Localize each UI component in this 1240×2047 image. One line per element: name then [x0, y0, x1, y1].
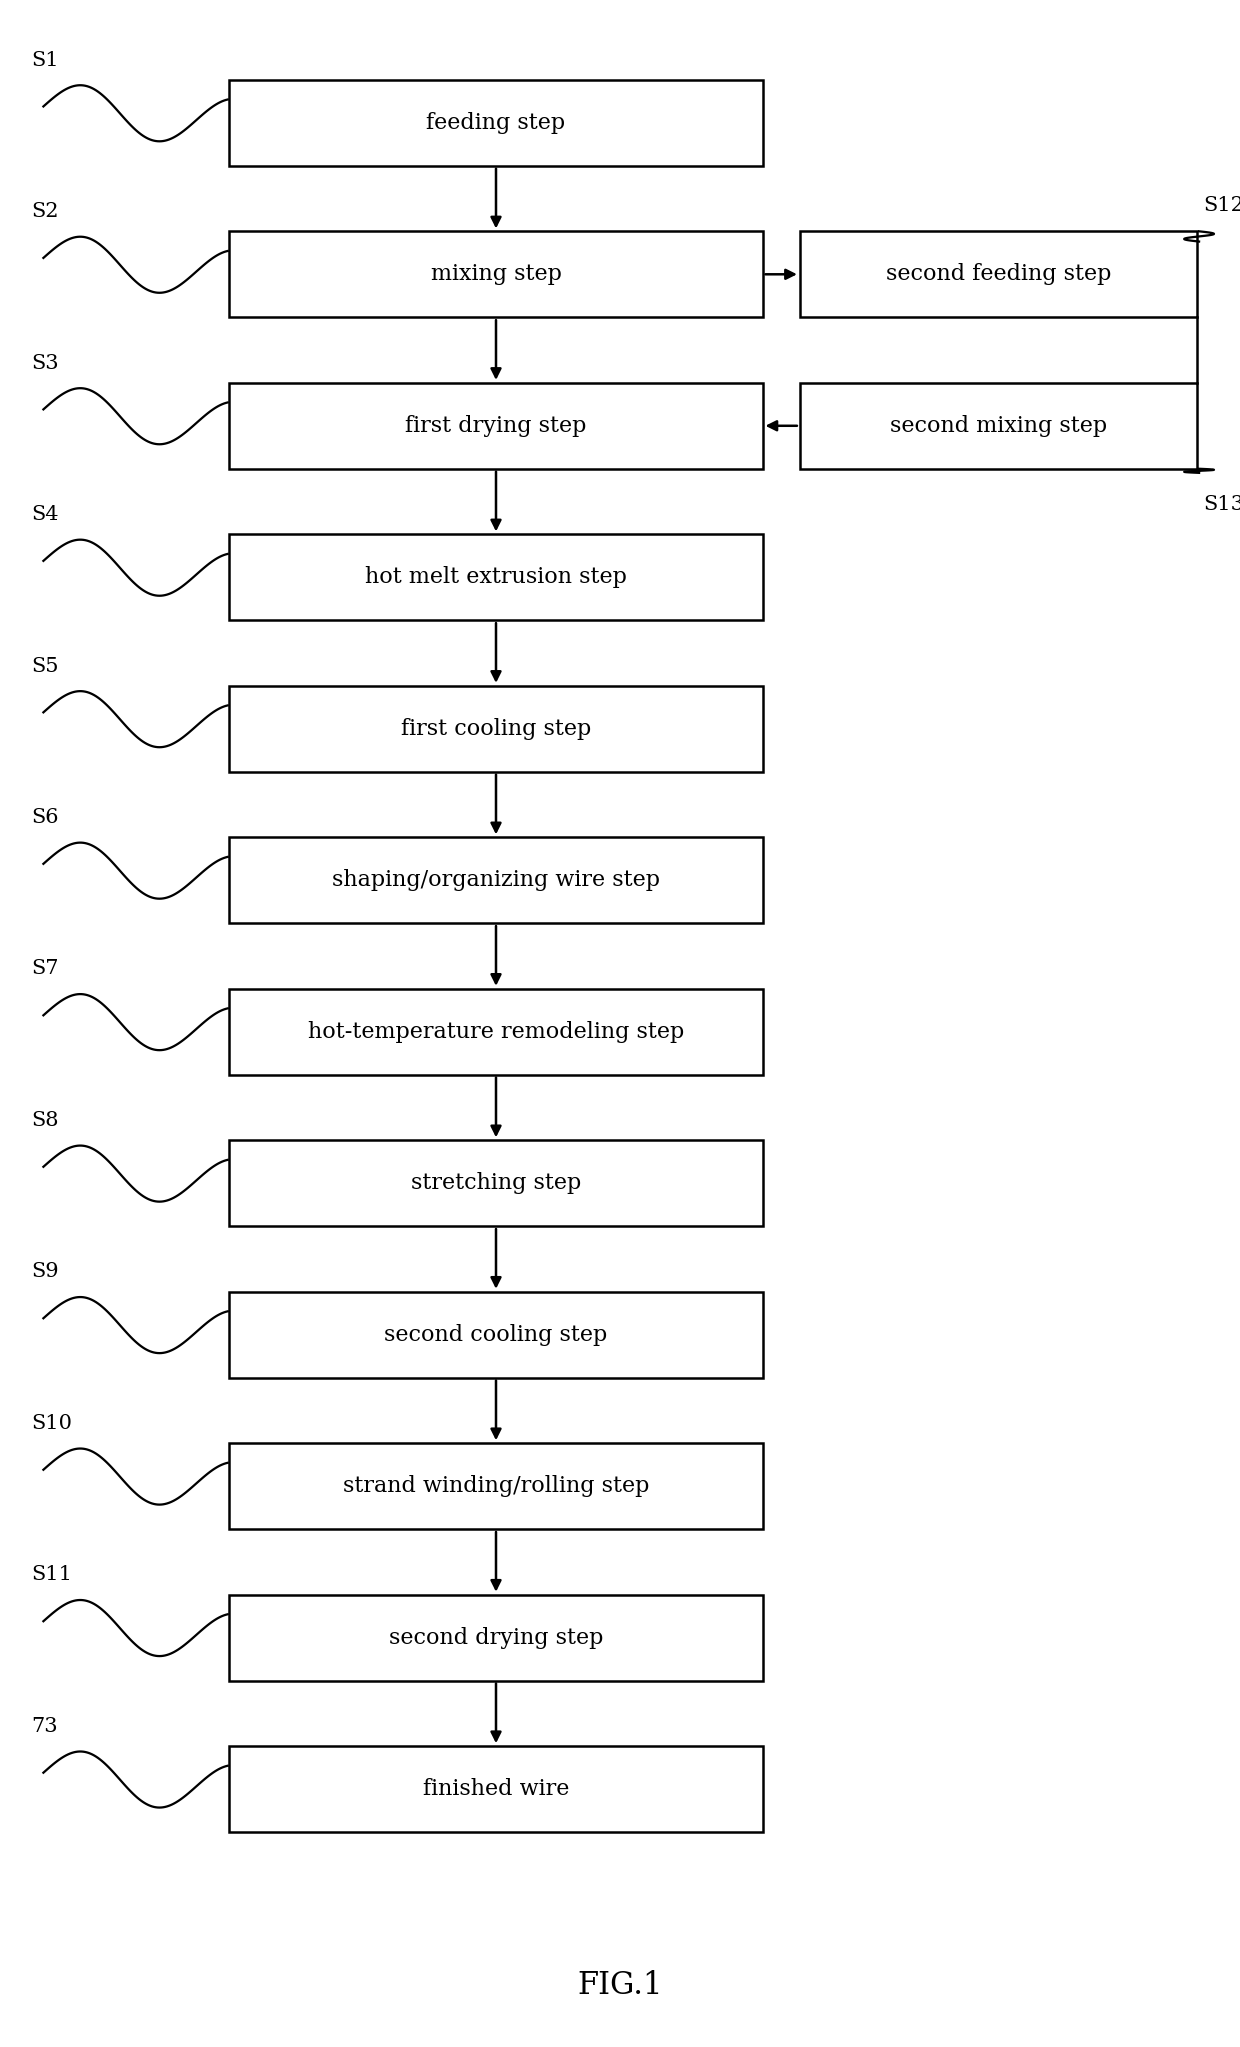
Text: first cooling step: first cooling step	[401, 718, 591, 739]
Bar	[229, 80, 763, 166]
Text: stretching step: stretching step	[410, 1173, 582, 1193]
Text: S2: S2	[31, 203, 58, 221]
Bar	[800, 383, 1197, 469]
Text: FIG.1: FIG.1	[578, 1969, 662, 2002]
Text: mixing step: mixing step	[430, 264, 562, 285]
Text: hot melt extrusion step: hot melt extrusion step	[365, 567, 627, 587]
Text: finished wire: finished wire	[423, 1779, 569, 1799]
Text: first drying step: first drying step	[405, 416, 587, 436]
Bar	[229, 383, 763, 469]
Text: feeding step: feeding step	[427, 113, 565, 133]
Bar	[229, 1292, 763, 1378]
Text: second drying step: second drying step	[389, 1627, 603, 1648]
Bar	[229, 1746, 763, 1832]
Text: S6: S6	[31, 809, 58, 827]
Text: S1: S1	[31, 51, 58, 70]
Text: shaping/organizing wire step: shaping/organizing wire step	[332, 870, 660, 890]
Text: 73: 73	[31, 1717, 57, 1736]
Bar	[800, 231, 1197, 317]
Text: S13: S13	[1203, 495, 1240, 514]
Bar	[229, 837, 763, 923]
Bar	[229, 1140, 763, 1226]
Text: second feeding step: second feeding step	[885, 264, 1111, 285]
Text: S12: S12	[1203, 197, 1240, 215]
Bar	[229, 231, 763, 317]
Bar	[229, 534, 763, 620]
Text: second cooling step: second cooling step	[384, 1324, 608, 1345]
Text: S11: S11	[31, 1566, 72, 1584]
Text: S4: S4	[31, 506, 58, 524]
Text: hot-temperature remodeling step: hot-temperature remodeling step	[308, 1021, 684, 1042]
Text: S3: S3	[31, 354, 58, 373]
Text: S8: S8	[31, 1112, 58, 1130]
Bar	[229, 686, 763, 772]
Text: S9: S9	[31, 1263, 58, 1281]
Text: second mixing step: second mixing step	[889, 416, 1107, 436]
Text: S7: S7	[31, 960, 58, 978]
Bar	[229, 989, 763, 1075]
Bar	[229, 1595, 763, 1681]
Bar	[229, 1443, 763, 1529]
Text: S10: S10	[31, 1414, 72, 1433]
Text: S5: S5	[31, 657, 58, 676]
Text: strand winding/rolling step: strand winding/rolling step	[342, 1476, 650, 1496]
